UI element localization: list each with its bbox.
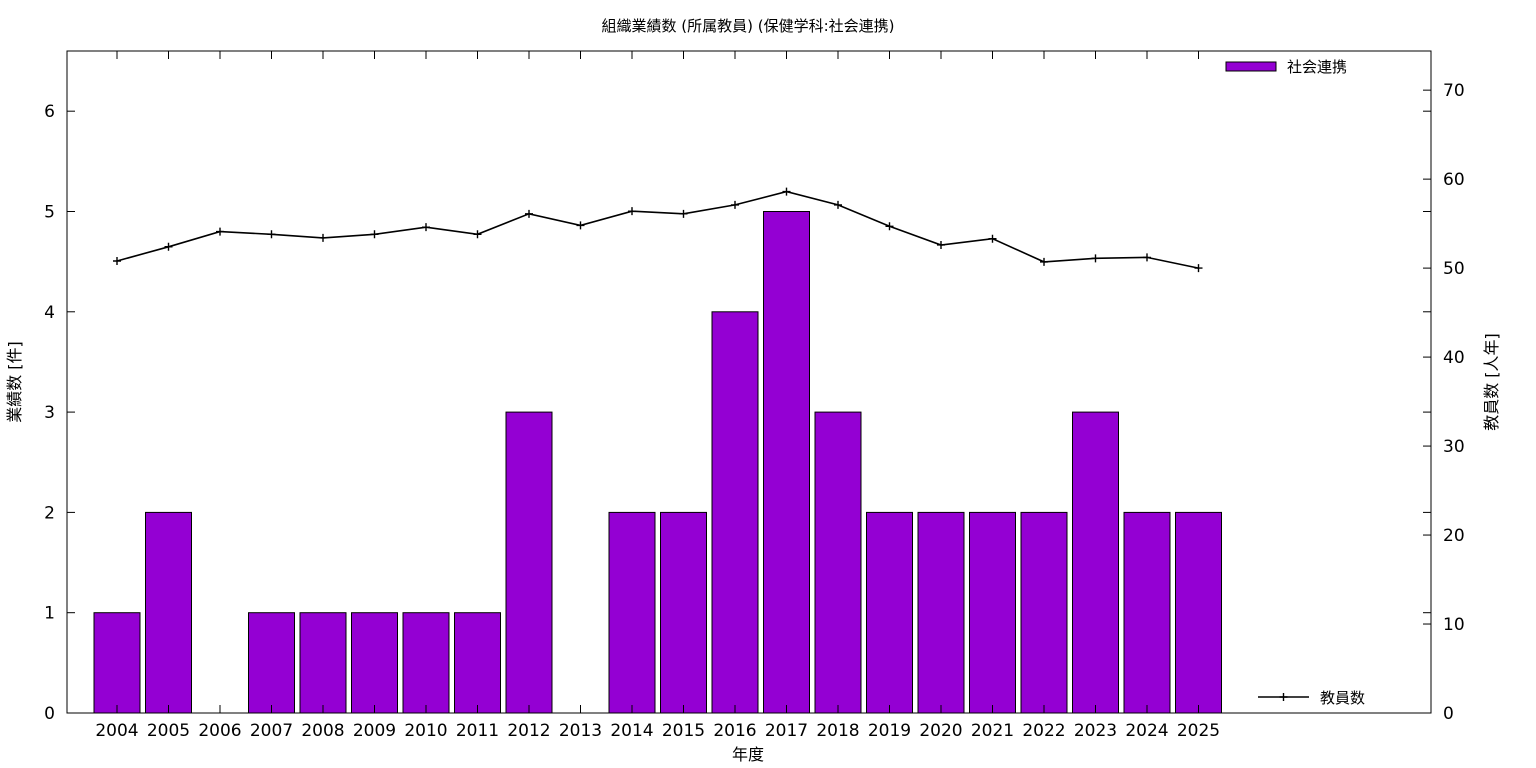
- bar-2021: [969, 511, 1016, 714]
- y2-tick-label: 20: [1443, 526, 1465, 546]
- x-tick-label-2024: 2024: [1125, 721, 1168, 741]
- line-point-2012: [525, 209, 533, 218]
- bar-2010: [402, 612, 450, 714]
- bar-2014: [608, 511, 656, 714]
- line-point-2016: [731, 200, 739, 209]
- bar-2018: [814, 411, 862, 714]
- line-point-2017: [782, 187, 791, 196]
- bar-2016: [711, 311, 759, 714]
- bar-2023: [1072, 411, 1119, 714]
- bar-2004: [93, 612, 141, 714]
- y2-tick-label: 50: [1443, 259, 1465, 279]
- chart-title: 組織業績数 (所属教員) (保健学科:社会連携): [602, 17, 895, 35]
- bar-2012: [505, 411, 553, 714]
- legend-swatch-marker: [1279, 693, 1288, 701]
- line-point-2020: [937, 240, 945, 249]
- x-tick-label-2005: 2005: [147, 721, 190, 741]
- y-tick-label: 0: [44, 704, 55, 724]
- x-tick-label-2021: 2021: [971, 721, 1014, 741]
- x-tick-label-2019: 2019: [868, 721, 911, 741]
- line-point-2007: [267, 230, 276, 239]
- y-tick-label: 4: [44, 303, 55, 323]
- x-tick-label-2004: 2004: [95, 721, 138, 741]
- y2-tick-label: 10: [1443, 615, 1465, 635]
- bar-2005: [145, 511, 192, 714]
- x-tick-label-2011: 2011: [456, 721, 499, 741]
- x-tick-label-2012: 2012: [507, 721, 550, 741]
- line-point-2024: [1143, 253, 1151, 262]
- y2-axis-title: 教員数 [人年]: [1482, 333, 1501, 431]
- plot-frame: [66, 50, 1432, 714]
- bar-2011: [454, 612, 501, 714]
- y2-tick-label: 60: [1443, 170, 1465, 190]
- x-tick-label-2010: 2010: [404, 721, 447, 741]
- y-tick-label: 1: [44, 604, 55, 624]
- x-tick-label-2017: 2017: [765, 721, 808, 741]
- y2-tick-label: 30: [1443, 437, 1465, 457]
- x-tick-label-2020: 2020: [919, 721, 962, 741]
- y-tick-label: 5: [44, 202, 55, 222]
- x-tick-label-2013: 2013: [559, 721, 602, 741]
- legend-swatch-bar: [1225, 61, 1277, 72]
- bar-2015: [660, 511, 707, 714]
- y-axis-title: 業績数 [件]: [5, 341, 24, 423]
- x-tick-label-2022: 2022: [1022, 721, 1065, 741]
- line-point-2004: [113, 256, 121, 265]
- line-point-2015: [679, 209, 688, 218]
- line-point-2009: [370, 230, 379, 239]
- y-tick-label: 6: [44, 102, 55, 122]
- x-tick-label-2008: 2008: [301, 721, 344, 741]
- bar-2009: [351, 612, 398, 714]
- line-series-faculty: [116, 190, 1199, 269]
- line-point-2013: [576, 221, 585, 230]
- line-point-2014: [628, 207, 636, 216]
- bar-2007: [248, 612, 295, 714]
- x-tick-label-2006: 2006: [198, 721, 241, 741]
- line-point-2008: [319, 233, 327, 242]
- x-tick-label-2015: 2015: [662, 721, 705, 741]
- x-tick-label-2018: 2018: [816, 721, 859, 741]
- x-tick-label-2025: 2025: [1177, 721, 1220, 741]
- line-point-2010: [422, 223, 430, 232]
- bar-2019: [866, 511, 913, 714]
- line-point-2006: [216, 227, 224, 236]
- bar-2024: [1123, 511, 1171, 714]
- line-point-2005: [164, 242, 173, 251]
- x-tick-label-2007: 2007: [250, 721, 293, 741]
- x-axis-title: 年度: [732, 745, 764, 764]
- y-tick-label: 3: [44, 403, 55, 423]
- line-point-2022: [1040, 257, 1048, 266]
- line-point-2023: [1091, 254, 1100, 263]
- line-point-2025: [1194, 264, 1203, 273]
- line-point-2019: [885, 222, 894, 231]
- bar-2022: [1020, 511, 1068, 714]
- x-tick-label-2009: 2009: [353, 721, 396, 741]
- y2-tick-label: 40: [1443, 348, 1465, 368]
- x-tick-label-2023: 2023: [1074, 721, 1117, 741]
- bar-2020: [917, 511, 965, 714]
- plot-area: [93, 187, 1222, 714]
- bar-2025: [1175, 511, 1222, 714]
- legend-label-line: 教員数: [1320, 689, 1365, 707]
- x-tick-label-2014: 2014: [610, 721, 653, 741]
- y2-tick-label: 0: [1443, 704, 1454, 724]
- line-point-2011: [473, 230, 482, 239]
- y2-tick-label: 70: [1443, 81, 1465, 101]
- bar-2008: [299, 612, 347, 714]
- line-point-2021: [988, 234, 997, 243]
- line-point-2018: [834, 200, 842, 209]
- bar-2017: [763, 211, 810, 714]
- y-tick-label: 2: [44, 503, 55, 523]
- legend-label-bar: 社会連携: [1287, 58, 1347, 76]
- x-tick-label-2016: 2016: [713, 721, 756, 741]
